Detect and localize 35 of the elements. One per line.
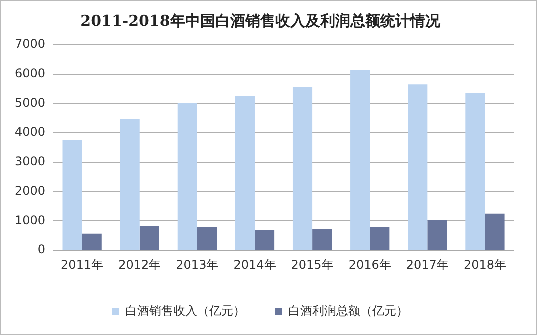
bar — [408, 84, 428, 250]
bar — [466, 93, 486, 250]
x-tick-label: 2016年 — [348, 258, 392, 272]
y-tick-label: 5000 — [14, 96, 46, 110]
bar — [197, 227, 218, 250]
x-tick-label: 2013年 — [176, 258, 219, 272]
y-tick-label: 3000 — [14, 154, 46, 169]
x-tick-label: 2015年 — [291, 258, 334, 272]
chart-title: 2011-2018年中国白酒销售收入及利润总额统计情况 — [80, 12, 442, 30]
y-tick-label: 7000 — [14, 37, 46, 52]
x-tick-label: 2011年 — [61, 258, 104, 272]
bar — [312, 229, 332, 250]
bar — [370, 227, 390, 250]
legend-label: 白酒销售收入（亿元） — [126, 304, 246, 318]
bar — [235, 96, 255, 250]
bar — [292, 87, 313, 250]
y-tick-label: 6000 — [14, 66, 46, 80]
bar — [178, 103, 198, 250]
bar — [350, 70, 370, 250]
bar — [82, 234, 102, 250]
bar — [428, 220, 448, 250]
bar — [120, 119, 140, 250]
legend-label: 白酒利润总额（亿元） — [288, 304, 408, 318]
x-tick-label: 2014年 — [234, 258, 276, 272]
y-tick-label: 1000 — [14, 213, 46, 228]
x-tick-label: 2017年 — [406, 258, 449, 272]
y-tick-label: 2000 — [14, 184, 46, 198]
x-tick-label: 2012年 — [118, 258, 162, 272]
bar — [254, 230, 275, 250]
y-tick-label: 4000 — [14, 125, 46, 140]
y-tick-label: 0 — [38, 242, 46, 257]
bar — [485, 214, 505, 250]
bar — [140, 226, 160, 250]
x-tick-label: 2018年 — [464, 258, 506, 272]
bar — [62, 140, 82, 250]
